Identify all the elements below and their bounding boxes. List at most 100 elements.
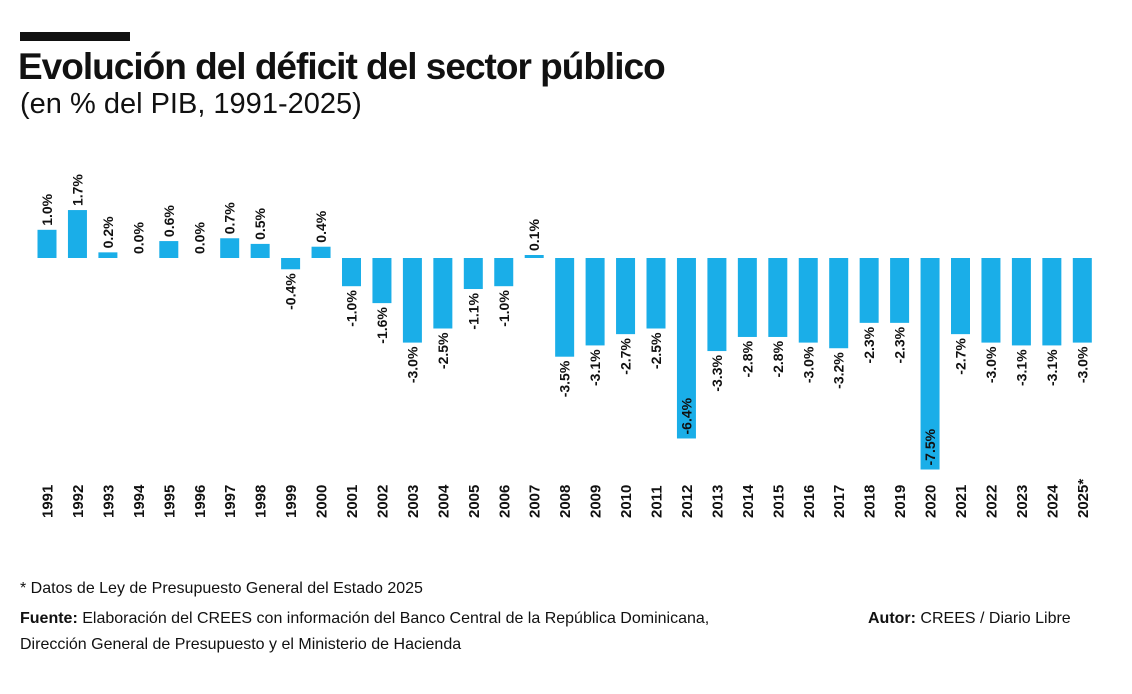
source-line-2: Dirección General de Presupuesto y el Mi… [20, 636, 462, 653]
value-label-2006: -1.0% [496, 290, 512, 327]
year-label-2022: 2022 [983, 485, 1000, 518]
value-label-2017: -3.2% [831, 352, 847, 389]
value-label-2002: -1.6% [374, 307, 390, 344]
bar-2002 [372, 258, 392, 304]
value-label-2024: -3.1% [1044, 349, 1060, 386]
author-label: Autor: [868, 610, 916, 627]
bar-2009 [585, 258, 605, 346]
value-label-1994: 0.0% [130, 222, 146, 254]
bar-2005 [463, 258, 483, 290]
value-label-2009: -3.1% [587, 349, 603, 386]
bar-2011 [646, 258, 666, 329]
year-label-2018: 2018 [862, 485, 879, 518]
value-label-1992: 1.7% [69, 174, 85, 206]
value-label-2014: -2.8% [739, 340, 755, 377]
year-label-2008: 2008 [557, 485, 574, 518]
year-label-2024: 2024 [1044, 484, 1061, 518]
bar-2001 [342, 258, 361, 287]
year-label-2001: 2001 [344, 485, 361, 518]
bar-2024 [1042, 258, 1062, 346]
bar-2008 [555, 258, 575, 357]
year-label-2023: 2023 [1014, 485, 1031, 518]
bar-2019 [890, 258, 910, 323]
value-label-1991: 1.0% [39, 193, 55, 225]
year-label-1992: 1992 [70, 485, 87, 518]
bar-2016 [798, 258, 818, 343]
value-label-1993: 0.2% [100, 216, 116, 248]
chart-title: Evolución del déficit del sector público [18, 46, 666, 87]
bar-2021 [951, 258, 970, 335]
bar-2025* [1072, 258, 1092, 343]
year-label-2005: 2005 [466, 485, 483, 518]
bar-1993 [98, 252, 118, 258]
year-label-1996: 1996 [192, 485, 209, 518]
bar-2010 [616, 258, 636, 335]
chart-subtitle: (en % del PIB, 1991-2025) [20, 88, 362, 120]
value-label-2023: -3.1% [1013, 349, 1029, 386]
bar-2014 [737, 258, 757, 337]
value-label-2021: -2.7% [953, 338, 969, 375]
year-label-2021: 2021 [953, 485, 970, 518]
bar-2018 [859, 258, 879, 323]
value-label-2010: -2.7% [618, 338, 634, 375]
value-label-2018: -2.3% [861, 326, 877, 363]
year-label-2011: 2011 [649, 485, 666, 518]
value-label-2011: -2.5% [648, 332, 664, 369]
bar-2004 [433, 258, 453, 329]
value-label-1995: 0.6% [161, 205, 177, 237]
year-label-2003: 2003 [405, 485, 422, 518]
value-label-1996: 0.0% [191, 222, 207, 254]
value-label-2005: -1.1% [465, 292, 481, 329]
year-label-2014: 2014 [740, 484, 757, 518]
bar-1995 [159, 241, 179, 258]
value-label-2022: -3.0% [983, 346, 999, 383]
value-label-2004: -2.5% [435, 332, 451, 369]
value-label-2025*: -3.0% [1074, 346, 1090, 383]
deficit-bar-chart: 1.0% 1991 1.7% 1992 0.2% 1993 0.0% 1994 0.6% 1995… [37, 174, 1092, 518]
bar-2023 [1011, 258, 1031, 346]
year-label-2013: 2013 [709, 485, 726, 518]
value-label-2003: -3.0% [404, 346, 420, 383]
year-label-2025*: 2025* [1075, 479, 1092, 518]
year-label-2010: 2010 [618, 485, 635, 518]
value-label-2019: -2.3% [892, 326, 908, 363]
year-label-1998: 1998 [253, 485, 270, 518]
bar-2003 [402, 258, 422, 343]
year-label-2015: 2015 [770, 485, 787, 518]
year-label-2019: 2019 [892, 485, 909, 518]
value-label-2007: 0.1% [526, 219, 542, 251]
bar-1999 [281, 258, 301, 270]
value-label-2012: -6.4% [678, 397, 694, 434]
title-accent-bar [20, 32, 130, 41]
bar-2020 [920, 258, 940, 470]
year-label-2017: 2017 [831, 485, 848, 518]
bar-1997 [220, 238, 240, 258]
bar-2007 [524, 255, 544, 258]
year-label-2012: 2012 [679, 485, 696, 518]
bar-2012 [676, 258, 696, 439]
bar-2013 [707, 258, 727, 352]
value-label-2000: 0.4% [313, 210, 329, 242]
value-label-2001: -1.0% [344, 290, 360, 327]
author-text: CREES / Diario Libre [915, 610, 1071, 627]
bar-1998 [250, 243, 270, 258]
author-line: Autor: CREES / Diario Libre [868, 610, 1071, 628]
year-label-1993: 1993 [100, 485, 117, 518]
year-label-1997: 1997 [222, 485, 239, 518]
value-label-1997: 0.7% [222, 202, 238, 234]
value-label-2008: -3.5% [557, 360, 573, 397]
bar-2015 [768, 258, 788, 337]
value-label-1999: -0.4% [283, 273, 299, 310]
year-label-2004: 2004 [435, 484, 452, 518]
bar-2017 [829, 258, 849, 349]
bar-2006 [494, 258, 514, 287]
year-label-2020: 2020 [923, 485, 940, 518]
value-label-2016: -3.0% [800, 346, 816, 383]
value-label-2015: -2.8% [770, 340, 786, 377]
value-label-2013: -3.3% [709, 355, 725, 392]
year-label-2007: 2007 [527, 485, 544, 518]
year-label-2016: 2016 [801, 485, 818, 518]
value-label-2020: -7.5% [922, 428, 938, 465]
bar-1991 [37, 229, 57, 258]
year-label-1994: 1994 [131, 484, 148, 518]
